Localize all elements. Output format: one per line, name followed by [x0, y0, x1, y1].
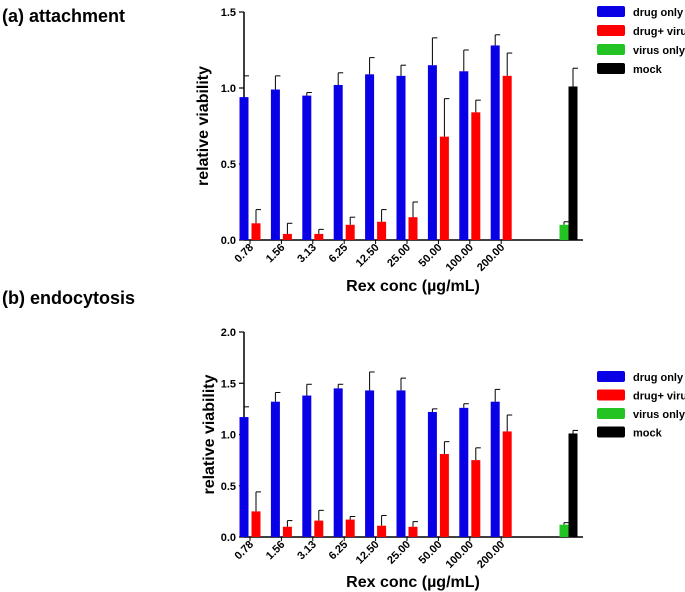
bar-drug_virus [377, 221, 387, 240]
y-tick-label: 1.0 [221, 430, 236, 442]
x-tick-label: 3.13 [295, 242, 319, 266]
x-tick-label: 1.56 [264, 242, 288, 266]
legend-label: mock [633, 428, 663, 440]
bar-drug_virus [251, 223, 261, 240]
bar-drug_only [302, 395, 312, 537]
bar-drug_virus [345, 519, 355, 537]
bar-mock [568, 86, 578, 240]
panel-label: (a) attachment [2, 6, 125, 26]
bar-virus_only [559, 524, 569, 537]
bar-drug_only [239, 417, 249, 537]
bar-drug_only [490, 45, 500, 240]
bar-drug_virus [345, 224, 355, 240]
bar-drug_virus [502, 431, 512, 537]
bar-drug_virus [314, 233, 324, 240]
bar-drug_virus [439, 136, 449, 240]
y-tick-label: 0.5 [221, 481, 236, 493]
legend: drug only drug+ virus virus only mock [597, 6, 685, 76]
bar-drug_only [396, 75, 406, 240]
legend-label: virus only [633, 409, 685, 421]
bar-drug_only [427, 411, 437, 537]
legend-swatch-drug_virus [597, 25, 625, 36]
bar-drug_only [333, 388, 343, 537]
bar-drug_only [396, 390, 406, 537]
legend-label: drug+ virus [633, 391, 685, 403]
bar-drug_virus [282, 526, 292, 537]
y-tick-label: 1.5 [221, 7, 236, 19]
chart-panel-a: (a) attachment 0.0 0.5 1.0 1.5 relative viabi… [2, 6, 685, 295]
bar-drug_virus [471, 460, 481, 537]
x-tick-label: 6.25 [327, 242, 351, 266]
x-axis-title: Rex conc (µg/mL) [346, 278, 480, 295]
legend-swatch-mock [597, 63, 625, 74]
legend-swatch-mock [597, 426, 625, 438]
panel-label: (b) endocytosis [2, 288, 135, 308]
x-tick-label: 25.00 [385, 242, 413, 270]
x-tick-label: 12.50 [354, 242, 382, 270]
bar-drug_only [365, 390, 375, 537]
legend-swatch-drug_virus [597, 389, 625, 401]
bar-drug_virus [439, 453, 449, 537]
y-axis-title: relative viability [201, 374, 218, 494]
bar-drug_virus [377, 525, 387, 537]
x-tick-label: 200.00 [475, 242, 507, 274]
bar-drug_only [490, 401, 500, 537]
legend-label: drug only [633, 372, 684, 384]
y-tick-label: 0.0 [221, 235, 236, 247]
bar-drug_only [333, 84, 343, 241]
legend: drug only drug+ virus virus only mock [597, 371, 685, 440]
x-tick-label: 0.78 [232, 539, 256, 563]
y-tick-label: 0.0 [221, 532, 236, 544]
x-tick-label: 50.00 [417, 242, 445, 270]
x-tick-label: 6.25 [327, 539, 351, 563]
bar-drug_only [427, 65, 437, 240]
bar-drug_virus [408, 526, 418, 537]
legend-swatch-drug_only [597, 371, 625, 382]
x-tick-label: 1.56 [264, 539, 288, 563]
x-tick-label: 200.00 [475, 539, 507, 571]
bar-drug_virus [408, 217, 418, 240]
chart-panel-b: (b) endocytosis 0.0 0.5 1.0 1.5 2.0 relative v… [2, 288, 685, 591]
bar-drug_virus [502, 75, 512, 240]
legend-swatch-virus_only [597, 408, 625, 419]
bar-drug_only [239, 97, 249, 241]
bar-drug_only [270, 401, 280, 537]
legend-label: virus only [633, 45, 685, 57]
bar-drug_only [459, 407, 469, 537]
x-tick-label: 50.00 [417, 539, 445, 567]
bar-drug_virus [471, 112, 481, 240]
x-tick-label: 12.50 [354, 539, 382, 567]
y-tick-label: 1.5 [221, 378, 236, 390]
y-tick-label: 1.0 [221, 83, 236, 95]
y-axis-title: relative viability [195, 66, 212, 186]
legend-swatch-drug_only [597, 6, 625, 17]
bar-drug_only [270, 89, 280, 241]
bar-drug_virus [282, 233, 292, 240]
y-tick-label: 2.0 [221, 327, 236, 339]
legend-swatch-virus_only [597, 44, 625, 55]
legend-label: mock [633, 64, 663, 76]
bar-drug_virus [314, 520, 324, 537]
bar-drug_only [302, 95, 312, 240]
x-tick-label: 100.00 [444, 242, 476, 274]
bar-drug_only [459, 71, 469, 240]
x-tick-label: 25.00 [385, 539, 413, 567]
y-tick-label: 0.5 [221, 159, 236, 171]
bar-mock [568, 433, 578, 537]
legend-label: drug only [633, 7, 684, 19]
legend-label: drug+ virus [633, 26, 685, 38]
x-tick-label: 100.00 [444, 539, 476, 571]
x-axis-title: Rex conc (µg/mL) [346, 574, 480, 591]
x-tick-label: 0.78 [232, 242, 256, 266]
bar-virus_only [559, 224, 569, 240]
x-tick-label: 3.13 [295, 539, 319, 563]
bar-drug_virus [251, 511, 261, 537]
bar-drug_only [365, 74, 375, 240]
